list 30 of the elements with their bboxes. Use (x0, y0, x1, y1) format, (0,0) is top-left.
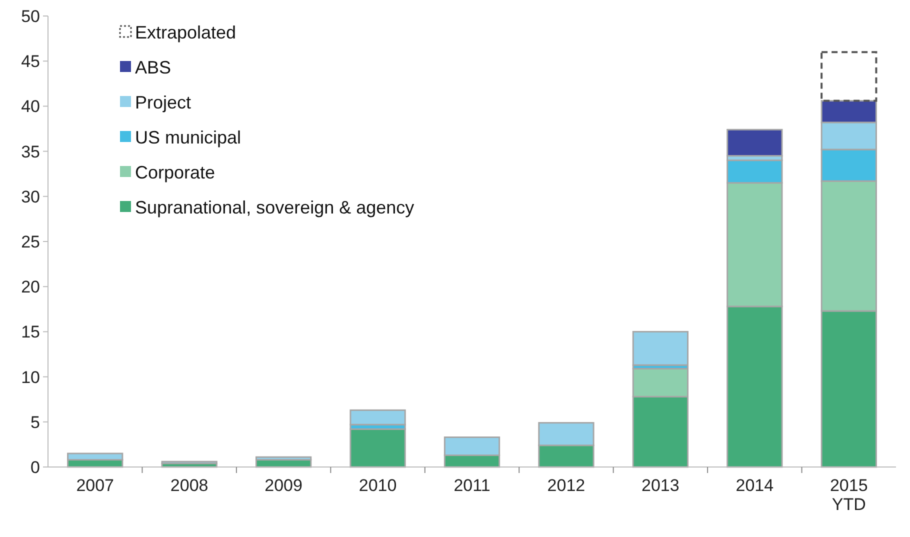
x-tick-label: 2007 (76, 476, 114, 495)
legend-label: Corporate (135, 162, 216, 182)
x-tick-label: 2008 (170, 476, 208, 495)
y-tick-label: 30 (21, 187, 40, 206)
y-tick-label: 10 (21, 368, 40, 387)
x-tick-label: 2013 (642, 476, 680, 495)
legend-label: Extrapolated (135, 22, 236, 42)
x-tick-label: 2011 (454, 476, 490, 495)
y-tick-label: 35 (21, 142, 40, 162)
bar (726, 128, 783, 157)
x-tick-label: 2015 YTD (830, 476, 868, 514)
y-tick-label: 50 (21, 6, 40, 26)
y-tick-label: 15 (21, 322, 40, 342)
y-tick-label: 5 (30, 412, 40, 432)
bar (350, 428, 406, 468)
legend-label: US municipal (135, 127, 242, 148)
y-tick-label: 25 (21, 232, 40, 252)
bar (632, 330, 689, 366)
x-tick-label: 2012 (547, 476, 586, 495)
legend-label: Supranational, sovereign & agency (135, 197, 414, 218)
x-tick-label: 2014 (736, 476, 774, 495)
legend-label: ABS (135, 57, 172, 78)
y-tick-label: 45 (21, 52, 40, 72)
y-tick-label: 40 (21, 97, 40, 116)
x-tick-label: 2009 (264, 476, 302, 495)
y-tick-label: 0 (30, 458, 40, 477)
x-tick-label: 2010 (358, 476, 397, 495)
y-tick-label: 20 (21, 278, 40, 297)
bar (820, 51, 878, 102)
legend-label: Project (135, 92, 192, 112)
